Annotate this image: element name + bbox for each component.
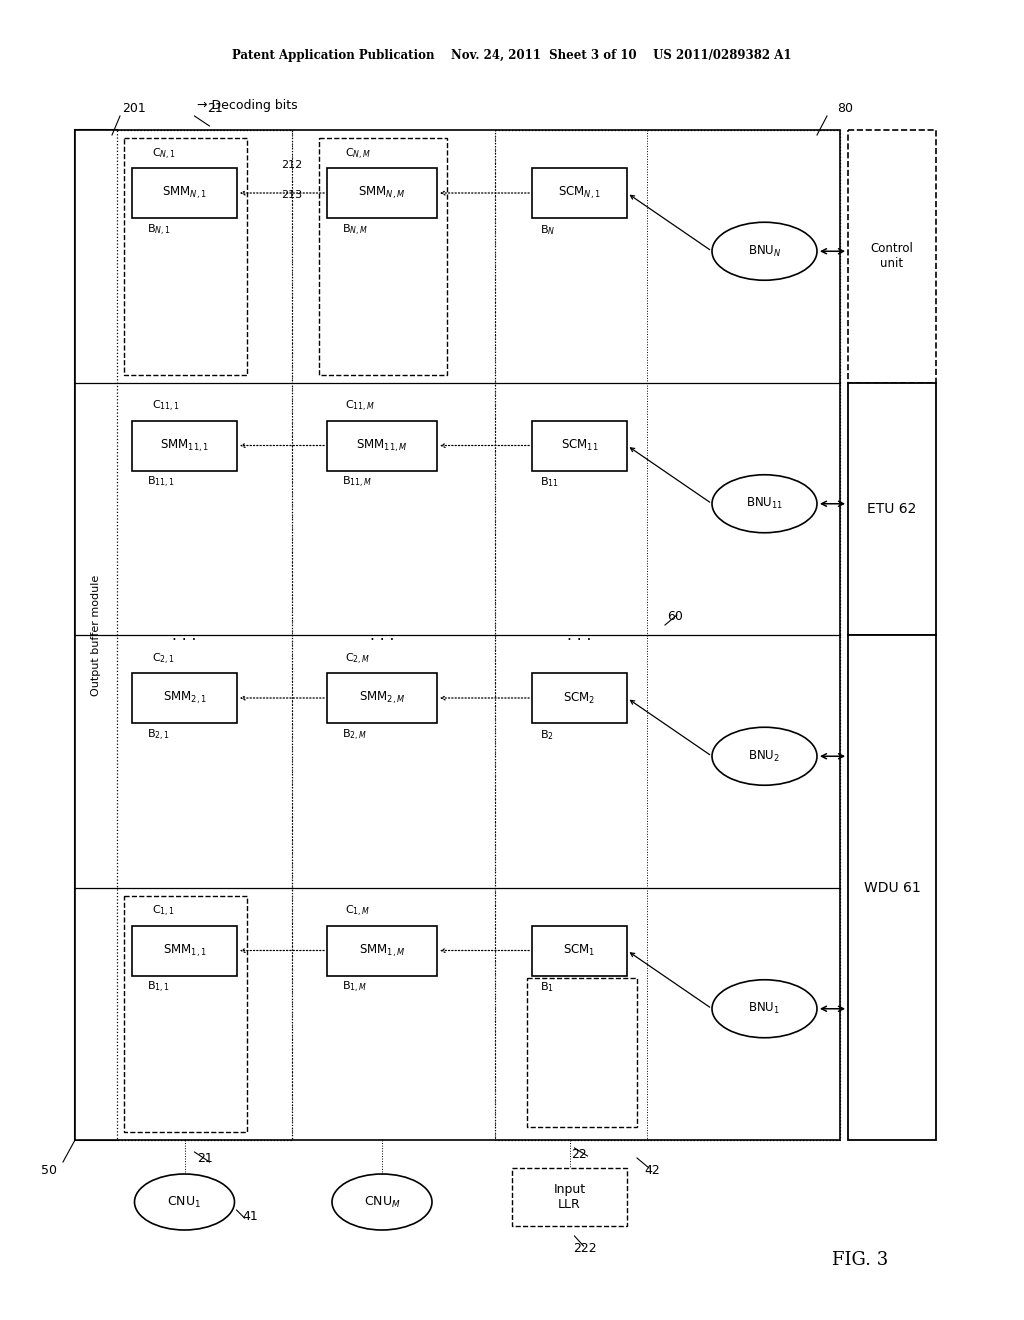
Text: B$_N$: B$_N$: [540, 223, 555, 236]
Text: 213: 213: [281, 190, 302, 201]
Bar: [132, 168, 237, 218]
Bar: [512, 1168, 627, 1226]
Bar: [319, 139, 447, 375]
Bar: [132, 421, 237, 470]
Text: 41: 41: [243, 1210, 258, 1224]
Text: . . .: . . .: [567, 627, 592, 643]
Bar: [124, 139, 247, 375]
Text: SMM$_{1,M}$: SMM$_{1,M}$: [358, 942, 406, 958]
Text: C$_{11,1}$: C$_{11,1}$: [152, 399, 180, 414]
Text: C$_{11,M}$: C$_{11,M}$: [345, 399, 375, 414]
Text: SMM$_{2,1}$: SMM$_{2,1}$: [163, 690, 207, 706]
Bar: [532, 673, 627, 723]
Text: 212: 212: [281, 160, 302, 170]
Text: SCM$_1$: SCM$_1$: [563, 942, 596, 958]
Bar: [124, 895, 247, 1133]
Text: BNU$_{11}$: BNU$_{11}$: [745, 496, 783, 511]
Bar: [75, 129, 117, 1140]
Text: SMM$_{11,M}$: SMM$_{11,M}$: [356, 437, 408, 454]
Bar: [75, 129, 840, 1140]
Text: C$_{2,M}$: C$_{2,M}$: [345, 652, 371, 667]
Text: B$_{11,M}$: B$_{11,M}$: [342, 475, 372, 490]
Ellipse shape: [712, 979, 817, 1038]
Ellipse shape: [712, 222, 817, 280]
Text: Input
LLR: Input LLR: [553, 1183, 586, 1210]
Bar: [70, 145, 122, 1125]
Bar: [327, 673, 437, 723]
Bar: [532, 421, 627, 470]
Text: 222: 222: [572, 1242, 596, 1254]
Text: BNU$_2$: BNU$_2$: [749, 748, 780, 764]
Text: SMM$_{11,1}$: SMM$_{11,1}$: [160, 437, 209, 454]
Text: C$_{1,M}$: C$_{1,M}$: [345, 904, 371, 919]
Text: B$_{2,M}$: B$_{2,M}$: [342, 727, 368, 743]
Text: 22: 22: [571, 1147, 588, 1160]
Text: SMM$_{N,1}$: SMM$_{N,1}$: [162, 185, 207, 201]
Text: SCM$_{11}$: SCM$_{11}$: [561, 438, 598, 453]
Ellipse shape: [712, 475, 817, 533]
Text: SMM$_{2,M}$: SMM$_{2,M}$: [358, 690, 406, 706]
Ellipse shape: [332, 1173, 432, 1230]
Text: C$_{N,1}$: C$_{N,1}$: [152, 147, 176, 161]
Text: 80: 80: [837, 102, 853, 115]
Bar: [132, 925, 237, 975]
Text: 50: 50: [41, 1163, 57, 1176]
Text: 42: 42: [644, 1163, 659, 1176]
Text: B$_{1,1}$: B$_{1,1}$: [147, 979, 170, 995]
Bar: [848, 129, 936, 383]
Text: CNU$_M$: CNU$_M$: [364, 1195, 400, 1209]
Bar: [532, 168, 627, 218]
Bar: [327, 421, 437, 470]
Text: Output buffer module: Output buffer module: [91, 574, 101, 696]
Text: SMM$_{1,1}$: SMM$_{1,1}$: [163, 942, 207, 958]
Text: → Decoding bits: → Decoding bits: [197, 99, 298, 111]
Text: B$_{11}$: B$_{11}$: [540, 475, 559, 490]
Text: B$_{2,1}$: B$_{2,1}$: [147, 727, 170, 743]
Text: 201: 201: [122, 102, 145, 115]
Ellipse shape: [712, 727, 817, 785]
Text: Patent Application Publication    Nov. 24, 2011  Sheet 3 of 10    US 2011/028938: Patent Application Publication Nov. 24, …: [232, 49, 792, 62]
Text: C$_{1,1}$: C$_{1,1}$: [152, 904, 175, 919]
Text: BNU$_1$: BNU$_1$: [749, 1001, 780, 1016]
Text: . . .: . . .: [172, 627, 197, 643]
Text: SCM$_2$: SCM$_2$: [563, 690, 596, 706]
Bar: [848, 383, 936, 635]
Text: WDU 61: WDU 61: [863, 880, 921, 895]
Text: B$_1$: B$_1$: [540, 981, 554, 994]
Bar: [327, 925, 437, 975]
Text: SMM$_{N,M}$: SMM$_{N,M}$: [358, 185, 406, 201]
Text: 60: 60: [667, 610, 683, 623]
Text: C$_{2,1}$: C$_{2,1}$: [152, 652, 175, 667]
Text: 21: 21: [197, 1151, 212, 1164]
Text: B$_{N,M}$: B$_{N,M}$: [342, 223, 368, 238]
Bar: [132, 673, 237, 723]
Text: FIG. 3: FIG. 3: [831, 1251, 888, 1269]
Text: B$_{11,1}$: B$_{11,1}$: [147, 475, 175, 490]
Ellipse shape: [134, 1173, 234, 1230]
Text: . . .: . . .: [370, 627, 394, 643]
Text: ETU 62: ETU 62: [867, 502, 916, 516]
Bar: [532, 925, 627, 975]
Text: Control
unit: Control unit: [870, 243, 913, 271]
Text: B$_{1,M}$: B$_{1,M}$: [342, 979, 368, 995]
Text: C$_{N,M}$: C$_{N,M}$: [345, 147, 371, 161]
Text: 21: 21: [207, 102, 222, 115]
Bar: [117, 129, 292, 1140]
Bar: [527, 978, 637, 1127]
Text: BNU$_N$: BNU$_N$: [748, 244, 781, 259]
Text: B$_2$: B$_2$: [540, 729, 554, 742]
Text: SCM$_{N,1}$: SCM$_{N,1}$: [558, 185, 601, 201]
Bar: [327, 168, 437, 218]
Text: B$_{N,1}$: B$_{N,1}$: [147, 223, 171, 238]
Bar: [495, 129, 840, 1140]
Bar: [848, 635, 936, 1140]
Text: CNU$_1$: CNU$_1$: [168, 1195, 202, 1209]
